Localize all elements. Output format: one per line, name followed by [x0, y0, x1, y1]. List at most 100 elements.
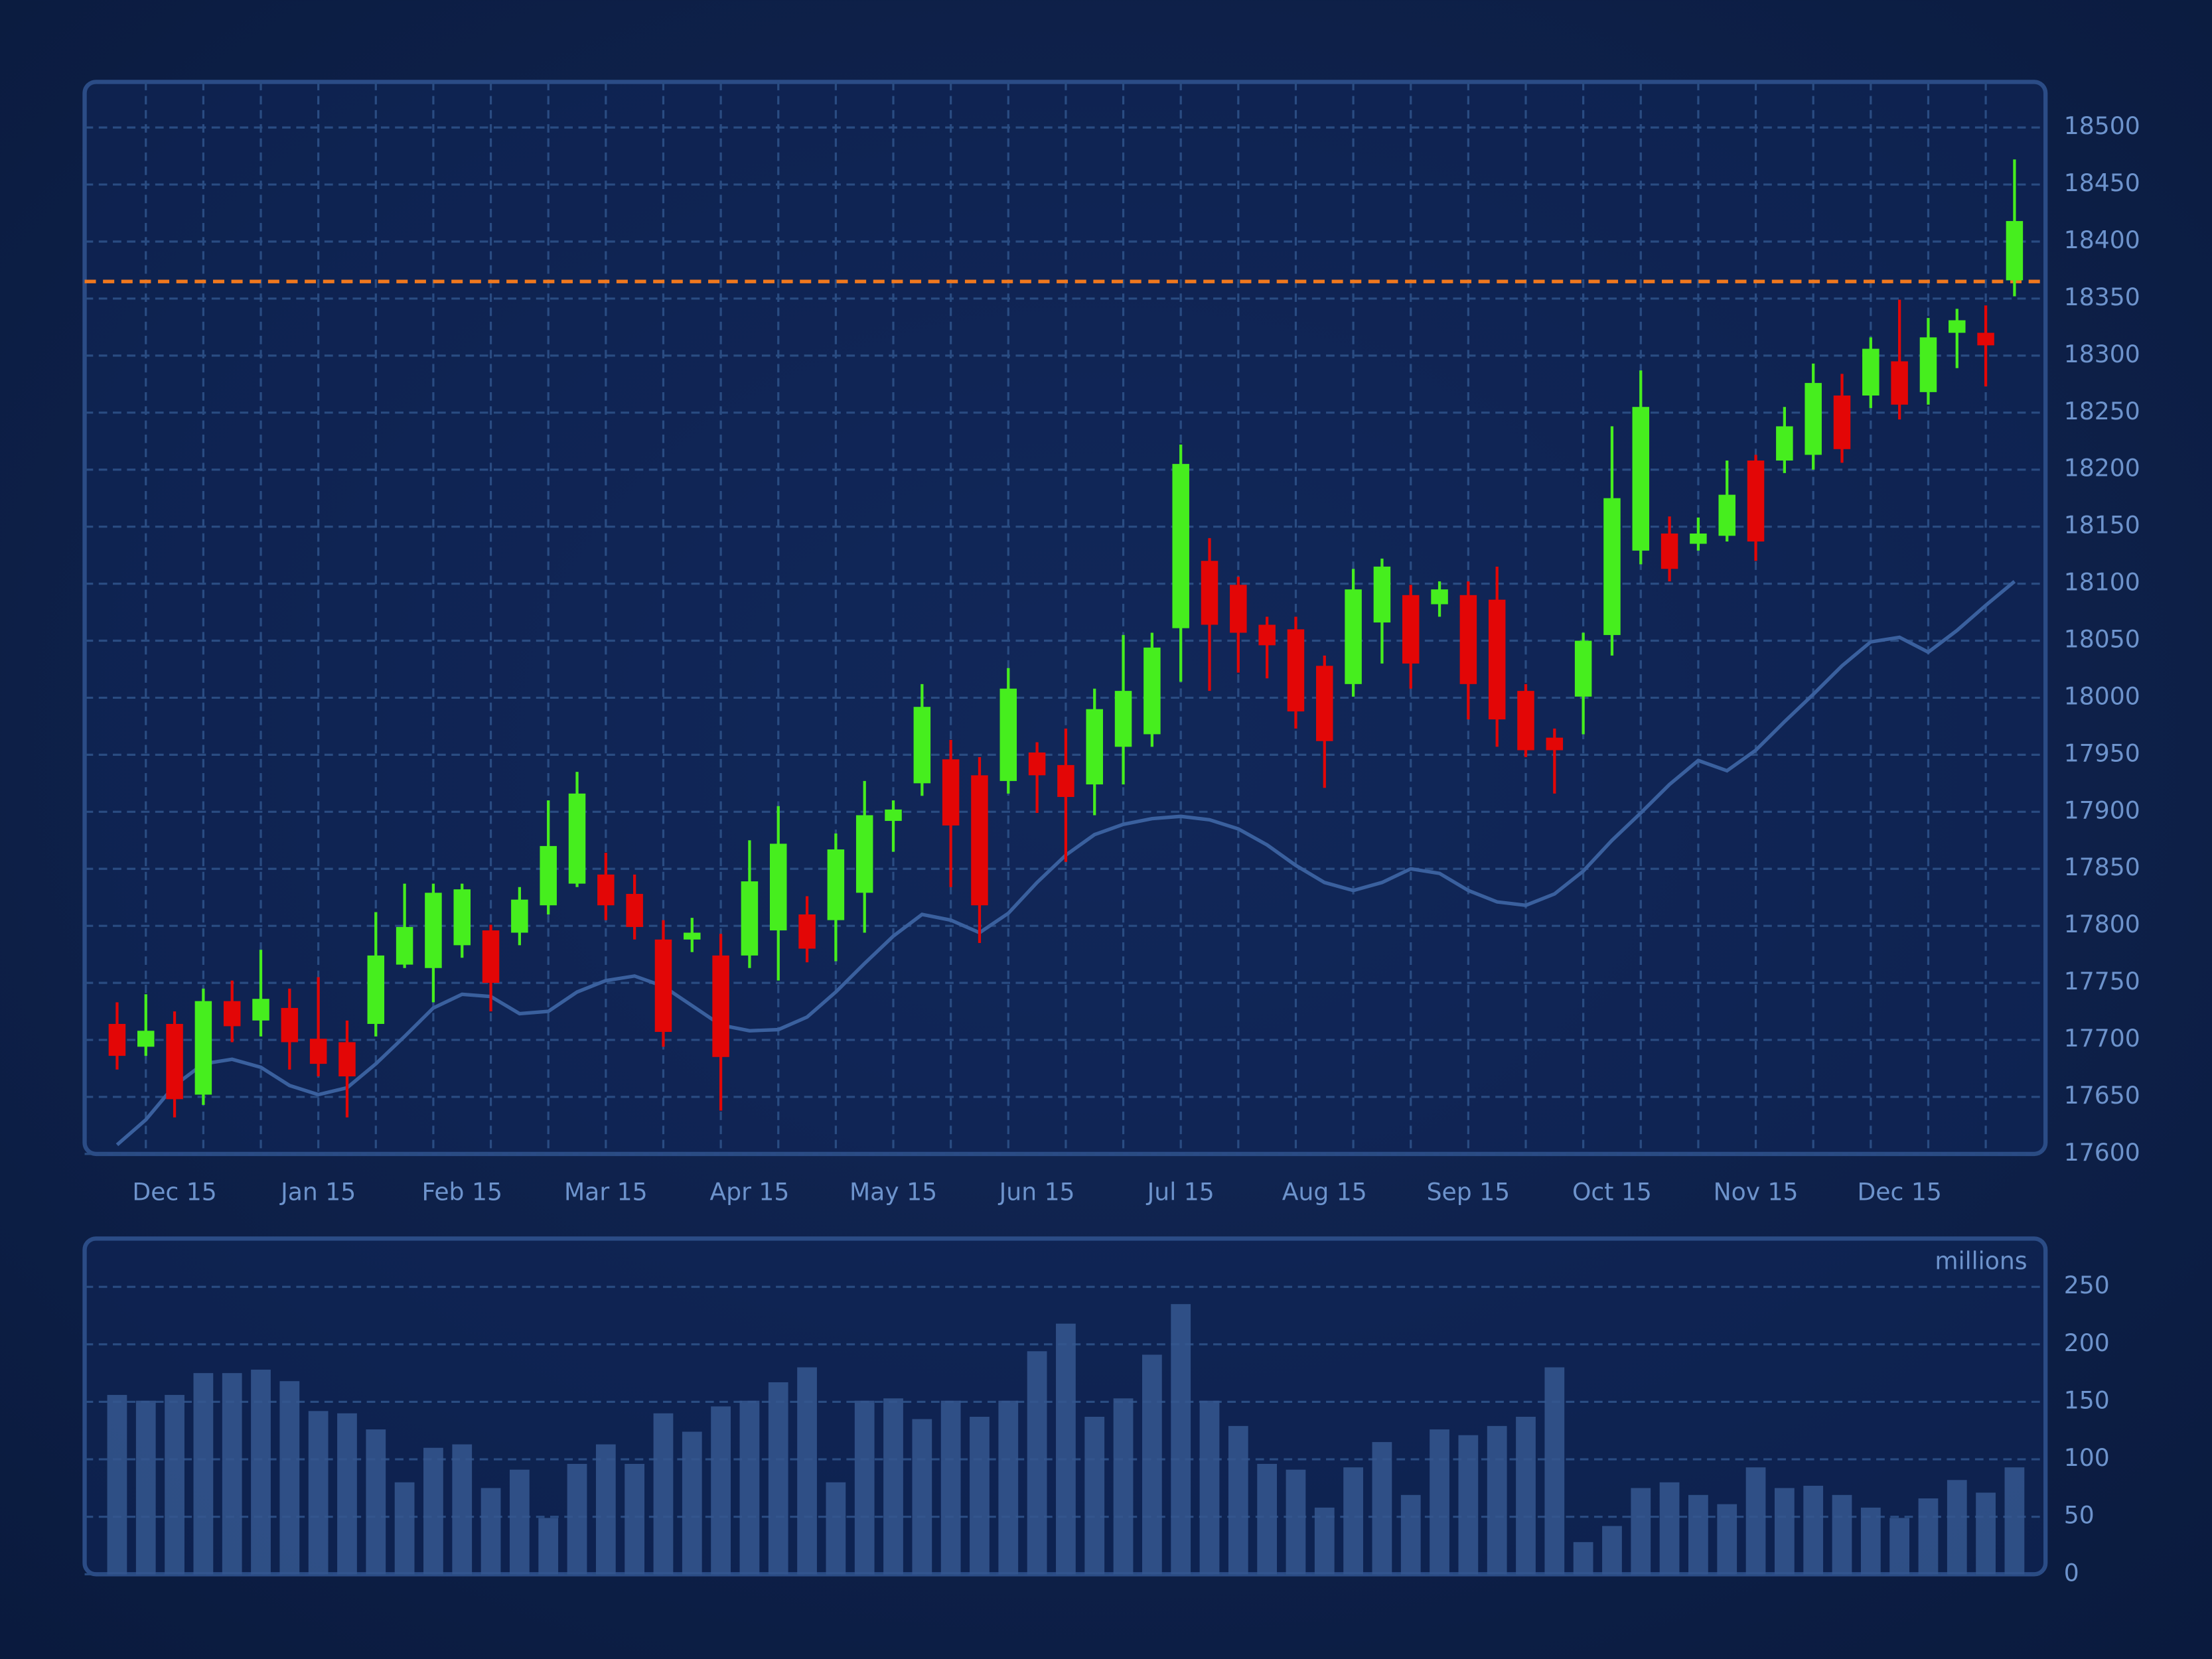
candle-body	[1172, 464, 1189, 628]
x-tick-label: Feb 15	[422, 1177, 502, 1206]
volume-bar	[826, 1482, 846, 1575]
y-tick-label: 18000	[2064, 682, 2140, 710]
volume-bar	[1430, 1429, 1449, 1575]
volume-bar	[1487, 1425, 1507, 1575]
y-tick-label: 17650	[2064, 1081, 2140, 1110]
volume-bar	[768, 1382, 788, 1575]
candle-body	[1603, 498, 1621, 635]
candle-body	[1632, 407, 1650, 551]
x-tick-label: Dec 15	[132, 1177, 216, 1206]
y-tick-label: 200	[2064, 1329, 2110, 1357]
volume-bar	[1084, 1416, 1105, 1575]
volume-bar	[1056, 1323, 1076, 1575]
candle-body	[1977, 332, 1994, 346]
volume-bar	[279, 1381, 300, 1575]
candle-body	[741, 881, 759, 956]
candle-body	[885, 809, 902, 822]
y-tick-label: 17950	[2064, 739, 2140, 767]
x-tick-label: Oct 15	[1572, 1177, 1652, 1206]
candle-body	[568, 793, 586, 884]
volume-bar	[251, 1369, 271, 1575]
y-tick-label: 18400	[2064, 226, 2140, 254]
candle-body	[913, 707, 931, 784]
candle-body	[1891, 361, 1908, 405]
volume-bar	[1199, 1400, 1220, 1575]
y-tick-label: 18350	[2064, 283, 2140, 311]
volume-bar	[970, 1416, 990, 1575]
candle-body	[482, 930, 500, 983]
y-tick-label: 18150	[2064, 511, 2140, 540]
y-tick-label: 18300	[2064, 340, 2140, 368]
volume-bar	[739, 1400, 760, 1575]
candle-body	[1287, 629, 1305, 712]
candle-body	[1143, 647, 1161, 735]
x-tick-label: May 15	[849, 1177, 937, 1206]
candle-body	[338, 1042, 356, 1077]
volume-bar	[1860, 1507, 1881, 1575]
candle-body	[1833, 396, 1851, 449]
candle-body	[108, 1023, 126, 1056]
volume-bar	[653, 1413, 674, 1575]
volume-bar	[1314, 1507, 1335, 1575]
volume-bar	[394, 1482, 415, 1575]
candle-body	[1057, 764, 1074, 797]
candle-body	[1345, 589, 1362, 684]
volume-bar	[193, 1373, 214, 1575]
candle-body	[1546, 737, 1564, 751]
candle-body	[1086, 709, 1103, 785]
y-tick-label: 17850	[2064, 853, 2140, 881]
volume-bar	[509, 1469, 530, 1575]
x-tick-label: Jun 15	[998, 1177, 1075, 1206]
candle-body	[453, 889, 471, 946]
y-tick-label: 50	[2064, 1501, 2095, 1530]
candle-body	[281, 1007, 299, 1043]
volume-bar	[337, 1413, 357, 1575]
x-tick-label: Jul 15	[1146, 1177, 1215, 1206]
volume-bar	[1631, 1488, 1651, 1575]
x-tick-label: Aug 15	[1282, 1177, 1367, 1206]
candle-body	[511, 899, 528, 933]
y-tick-label: 18250	[2064, 397, 2140, 425]
candle-body	[1230, 585, 1247, 633]
volume-bar	[1803, 1485, 1824, 1575]
volume-bar	[452, 1444, 473, 1575]
x-tick-label: Jan 15	[279, 1177, 356, 1206]
candle-body	[194, 1001, 212, 1095]
candle-body	[798, 914, 816, 949]
volume-bar	[1688, 1494, 1708, 1575]
y-tick-label: 18200	[2064, 454, 2140, 482]
volume-bar	[595, 1444, 616, 1575]
candle-body	[1574, 640, 1592, 697]
volume-bar	[1286, 1469, 1306, 1575]
candle-body	[684, 932, 701, 940]
candle-body	[252, 999, 269, 1021]
candle-body	[1258, 624, 1276, 646]
y-tick-label: 250	[2064, 1271, 2110, 1299]
volume-bar	[797, 1367, 817, 1575]
candle-body	[712, 955, 729, 1057]
candle-body	[971, 775, 988, 906]
volume-bar	[538, 1518, 559, 1575]
candle-body	[1660, 533, 1678, 569]
y-tick-label: 100	[2064, 1443, 2110, 1472]
volume-bar	[1774, 1488, 1795, 1575]
candle-body	[827, 849, 845, 920]
candle-body	[1718, 494, 1735, 536]
volume-bar	[1544, 1367, 1565, 1575]
volume-bar	[1659, 1482, 1680, 1575]
candle-body	[396, 926, 413, 965]
candle-body	[1316, 666, 1333, 741]
x-tick-label: Apr 15	[709, 1177, 789, 1206]
volume-bar	[1257, 1464, 1278, 1575]
volume-bar	[1918, 1498, 1939, 1575]
candle-body	[1488, 599, 1506, 720]
volume-bar	[2004, 1467, 2025, 1575]
candle-body	[1028, 752, 1046, 776]
candle-body	[2006, 221, 2024, 281]
volume-bar	[1458, 1435, 1479, 1575]
candle-body	[367, 955, 385, 1024]
plot-layer: 17600 17650 17700 17750 17800 17850 17900 17950…	[84, 82, 2140, 1587]
y-tick-label: 150	[2064, 1386, 2110, 1414]
